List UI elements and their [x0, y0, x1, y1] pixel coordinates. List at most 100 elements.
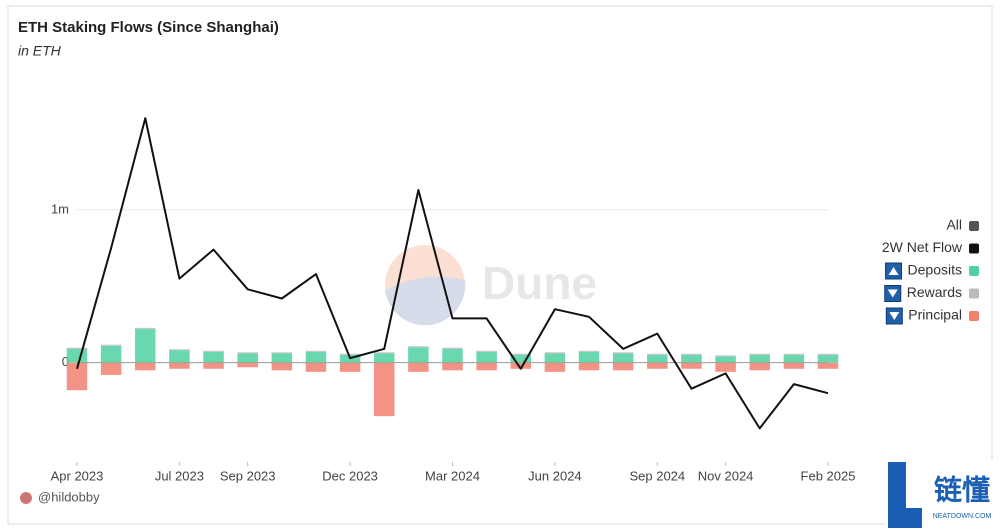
legend-label: Deposits [908, 262, 962, 278]
bar [715, 356, 736, 363]
bar [817, 353, 839, 356]
bar [408, 362, 429, 372]
bar [408, 346, 429, 348]
bar [578, 351, 600, 363]
bar [612, 353, 634, 363]
bar [544, 353, 566, 363]
bar [510, 355, 532, 363]
bar [100, 345, 122, 363]
logo-subtext: NEATDOWN.COM [933, 513, 992, 520]
bar [373, 362, 395, 417]
bar [715, 362, 736, 372]
plot: 0 1m Apr 2023 Jul 2023 Sep 2023 Dec 2023 Mar 2… [51, 117, 856, 483]
x-tick-label: Feb 2025 [801, 468, 856, 483]
legend-swatch [969, 243, 979, 254]
bar [66, 348, 88, 363]
bar [476, 362, 497, 371]
bar [510, 353, 532, 356]
x-tick-label: Jul 2023 [155, 468, 204, 483]
bar [442, 362, 463, 371]
bar [271, 352, 293, 354]
bar [612, 362, 634, 371]
bar [66, 347, 88, 349]
legend-label: All [946, 217, 962, 233]
bar [681, 362, 702, 369]
bar [544, 352, 566, 354]
bar [373, 353, 395, 363]
bar [578, 362, 600, 371]
bar [339, 353, 361, 356]
bar [203, 362, 224, 369]
bar [66, 362, 88, 391]
bar [783, 355, 805, 363]
bar [647, 355, 668, 363]
bar [169, 362, 190, 369]
bar [647, 362, 668, 369]
bar [237, 353, 258, 363]
bar [442, 347, 463, 349]
author-avatar [20, 492, 32, 504]
bar [237, 362, 258, 368]
author: @hildobby [38, 489, 100, 504]
x-tick-label: Mar 2024 [425, 468, 480, 483]
bar [612, 352, 634, 354]
chart-title: ETH Staking Flows (Since Shanghai) [18, 19, 279, 36]
legend-swatch [969, 266, 979, 276]
bar [271, 353, 293, 363]
bar [305, 351, 327, 363]
x-tick-label: Apr 2023 [51, 468, 104, 483]
x-tick-label: Sep 2024 [629, 468, 685, 483]
legend-toggle-arrow [887, 289, 898, 298]
watermark-text: Dune [482, 257, 597, 309]
legend-toggle-arrow [889, 312, 900, 320]
bar [169, 350, 190, 363]
watermark: Dune [385, 245, 597, 326]
bar [135, 327, 156, 330]
legend-swatch [969, 311, 979, 321]
bar [169, 349, 190, 351]
bar [817, 355, 839, 363]
bar [305, 362, 327, 372]
bar [100, 344, 122, 346]
x-tick-label: Nov 2024 [698, 468, 754, 483]
bar [510, 362, 532, 369]
legend-toggle-arrow [888, 267, 899, 275]
bar [749, 353, 770, 356]
bar [305, 350, 327, 352]
y-tick-label: 1m [51, 201, 69, 216]
legend-swatch [969, 288, 979, 299]
bar [135, 362, 156, 371]
bar [339, 362, 361, 372]
line [76, 117, 829, 430]
x-tick-label: Sep 2023 [220, 468, 276, 483]
bar [476, 351, 497, 363]
legend-label: Principal [908, 307, 962, 323]
bar [135, 329, 156, 363]
bar [203, 351, 224, 363]
bar [749, 362, 770, 371]
bar [271, 362, 293, 371]
watermark-logo [385, 245, 465, 325]
bar [442, 348, 463, 363]
legend-label: 2W Net Flow [882, 239, 963, 255]
logo-mark [888, 462, 922, 528]
chart-subtitle: in ETH [18, 43, 62, 59]
legend-swatch [969, 221, 979, 231]
bar [783, 353, 805, 356]
bar [203, 350, 224, 352]
bar [681, 355, 702, 363]
corner-logo: 链懂 NEATDOWN.COM [885, 460, 1000, 530]
legend: All 2W Net Flow Deposits Rewards Principal [882, 217, 979, 325]
bar [100, 362, 122, 375]
bar [237, 352, 258, 354]
bar [749, 355, 770, 363]
bar [647, 353, 668, 356]
bar [817, 362, 839, 369]
bar [783, 362, 805, 369]
bar [715, 355, 736, 357]
card [7, 5, 993, 525]
bar [681, 353, 702, 356]
x-tick-label: Jun 2024 [528, 468, 582, 483]
bar [578, 350, 600, 352]
